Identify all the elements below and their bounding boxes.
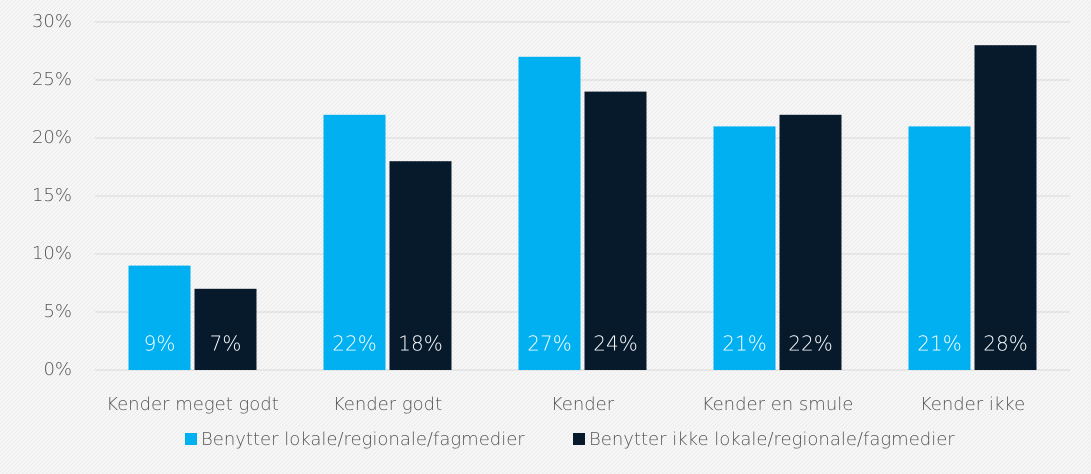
legend-label: Benytter lokale/regionale/fagmedier [201, 429, 525, 450]
data-label: 27% [527, 332, 571, 356]
legend-marker [573, 433, 585, 445]
data-label: 28% [983, 332, 1027, 356]
bar [908, 126, 971, 371]
y-tick-label: 30% [32, 11, 72, 32]
y-tick-label: 10% [32, 243, 72, 264]
data-label: 22% [788, 332, 832, 356]
y-tick-label: 25% [32, 69, 72, 90]
bar [389, 161, 452, 370]
data-label: 24% [593, 332, 637, 356]
bar [974, 45, 1037, 370]
x-tick-label: Kender godt [333, 394, 442, 415]
data-label: 9% [144, 332, 176, 356]
bar [323, 114, 386, 370]
bar [128, 265, 191, 370]
y-tick-label: 5% [43, 301, 72, 322]
legend-label: Benytter ikke lokale/regionale/fagmedier [589, 429, 955, 450]
bar [779, 114, 842, 370]
y-tick-label: 15% [32, 185, 72, 206]
bar [518, 56, 581, 371]
x-tick-label: Kender [551, 394, 615, 415]
data-label: 7% [210, 332, 242, 356]
data-label: 21% [722, 332, 766, 356]
x-tick-label: Kender ikke [920, 394, 1025, 415]
y-tick-label: 20% [32, 127, 72, 148]
data-label: 21% [917, 332, 961, 356]
legend-marker [185, 433, 197, 445]
bar [713, 126, 776, 371]
bar [584, 91, 647, 370]
bar [194, 288, 257, 370]
data-label: 18% [398, 332, 442, 356]
x-tick-label: Kender en smule [702, 394, 854, 415]
x-tick-label: Kender meget godt [106, 394, 279, 415]
data-label: 22% [332, 332, 376, 356]
y-tick-label: 0% [43, 359, 72, 380]
